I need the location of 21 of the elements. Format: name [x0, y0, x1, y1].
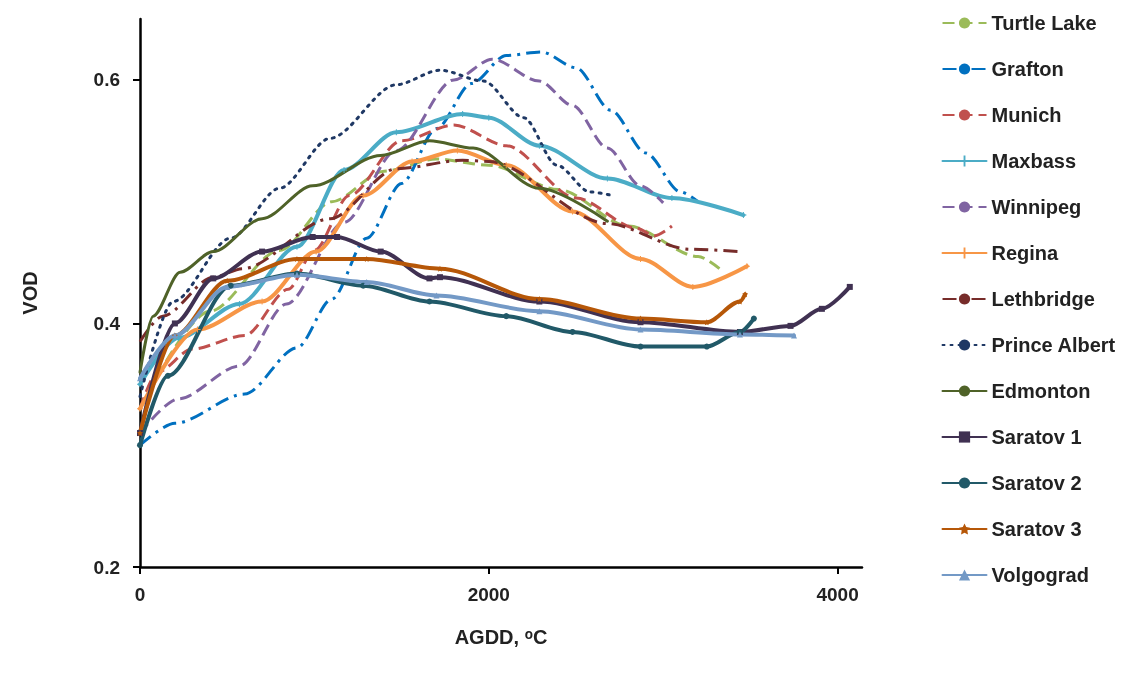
legend-label: Winnipeg: [991, 196, 1082, 218]
legend-label: Regina: [991, 242, 1060, 264]
legend-label: Grafton: [991, 58, 1064, 80]
y-tick-label: 0.2: [93, 556, 120, 578]
legend-label: Saratov 1: [991, 426, 1082, 448]
legend-label: Maxbass: [991, 150, 1077, 172]
legend-label: Prince Albert: [991, 334, 1116, 356]
y-tick-label: 0.6: [93, 69, 120, 91]
legend-label: Saratov 2: [991, 472, 1082, 494]
legend-label: Turtle Lake: [991, 12, 1097, 34]
x-tick-label: 2000: [467, 584, 510, 605]
legend-label: Edmonton: [991, 380, 1091, 402]
x-tick-label: 0: [134, 584, 146, 605]
y-tick-label: 0.4: [93, 312, 121, 334]
legend-label: Saratov 3: [991, 518, 1082, 540]
legend-label: Lethbridge: [991, 288, 1095, 310]
x-tick-label: 4000: [816, 584, 859, 605]
y-axis-title: VOD: [19, 271, 41, 315]
legend-label: Volgograd: [991, 564, 1089, 586]
x-axis-title: AGDD, ᵒC: [454, 626, 548, 648]
legend-label: Munich: [991, 104, 1062, 126]
